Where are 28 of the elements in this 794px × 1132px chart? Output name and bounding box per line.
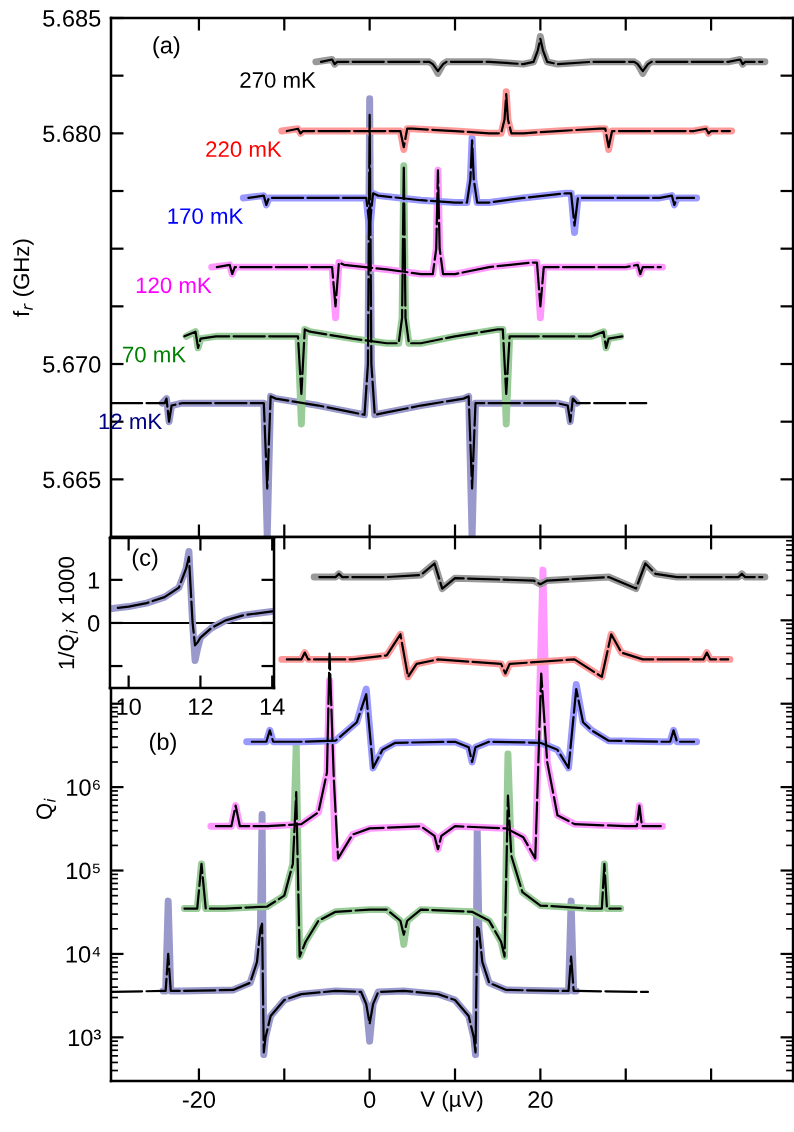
y-tick-label: 1 bbox=[88, 572, 100, 589]
y-axis-title: 1/Q$_{i}$ x 1000 bbox=[57, 557, 79, 669]
x-tick-label: 12 bbox=[189, 698, 213, 715]
y-tick-label: 10⁶ bbox=[67, 779, 100, 796]
y-axis-title: f$_{r}$ (GHz) bbox=[12, 239, 34, 317]
series-label: 170 mK bbox=[168, 208, 244, 224]
series-label: 120 mK bbox=[136, 277, 212, 294]
y-tick-label: 10³ bbox=[68, 1029, 101, 1047]
y-tick-label: 10⁴ bbox=[66, 946, 101, 963]
x-tick-label: 10 bbox=[117, 698, 141, 716]
y-tick-label: 5.665 bbox=[43, 471, 101, 489]
x-axis-title: V (µV) bbox=[420, 1090, 483, 1112]
series-label: 220 mK bbox=[206, 141, 282, 158]
y-tick-label: 5.680 bbox=[43, 125, 101, 143]
x-tick-label: -20 bbox=[182, 1091, 216, 1109]
annotation: (a) bbox=[153, 36, 180, 59]
x-tick-label: 0 bbox=[364, 1091, 376, 1109]
x-tick-label: 14 bbox=[260, 698, 285, 715]
y-axis-title: Q$_{i}$ bbox=[36, 798, 57, 820]
y-tick-label: 5.685 bbox=[43, 10, 101, 27]
y-tick-label: 10⁵ bbox=[67, 862, 100, 880]
y-tick-label: 0 bbox=[88, 615, 100, 632]
series-label: 70 mK bbox=[123, 346, 186, 363]
annotation: (b) bbox=[149, 732, 176, 755]
x-tick-label: 20 bbox=[528, 1091, 553, 1109]
series-label: 270 mK bbox=[240, 72, 316, 88]
annotation: (c) bbox=[132, 548, 158, 571]
y-tick-label: 5.670 bbox=[43, 356, 101, 373]
